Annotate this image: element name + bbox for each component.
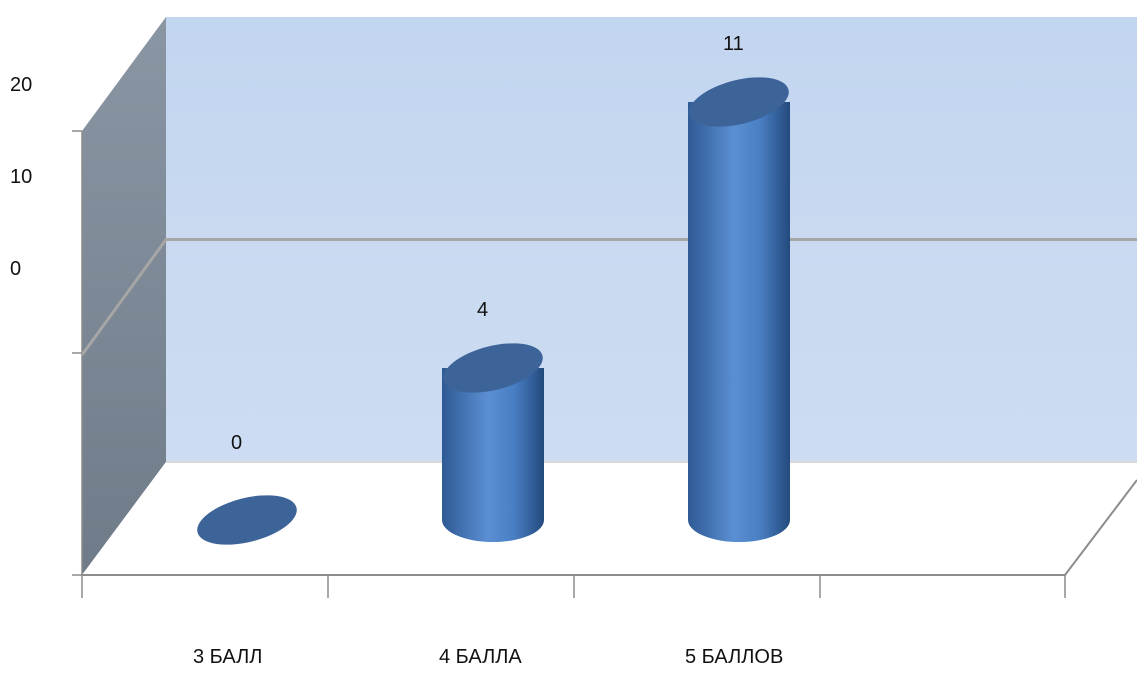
data-label: 4 — [477, 299, 488, 321]
x-category-label: 3 БАЛЛ — [193, 646, 262, 668]
bar-2 — [442, 343, 544, 542]
data-label: 0 — [231, 432, 242, 454]
data-label: 11 — [723, 33, 744, 55]
x-category-label: 5 БАЛЛОВ — [685, 646, 783, 668]
bar-3 — [688, 77, 790, 542]
x-category-label: 4 БАЛЛА — [439, 646, 522, 668]
floor — [82, 462, 1137, 575]
y-tick-label: 20 — [10, 74, 32, 96]
bar-1 — [197, 495, 297, 545]
gridline — [80, 238, 1137, 356]
bar-body — [442, 368, 544, 542]
bar-top — [443, 343, 543, 393]
y-tick-label: 0 — [10, 258, 21, 280]
bar-top — [689, 77, 789, 127]
bar-top — [197, 495, 297, 545]
bar-body — [688, 102, 790, 542]
y-tick-label: 10 — [10, 166, 32, 188]
